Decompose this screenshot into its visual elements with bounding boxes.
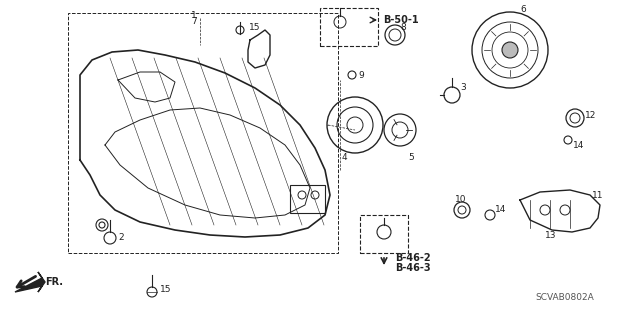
Text: 14: 14 [573,140,584,150]
Text: SCVAB0802A: SCVAB0802A [535,293,594,302]
Circle shape [502,42,518,58]
Text: 10: 10 [455,196,467,204]
Text: 4: 4 [342,153,348,162]
Text: 15: 15 [249,24,260,33]
Text: B-50-1: B-50-1 [383,15,419,25]
Text: 11: 11 [592,190,604,199]
Text: FR.: FR. [45,277,63,287]
Text: B-46-2: B-46-2 [395,253,431,263]
Text: 3: 3 [460,84,466,93]
Text: 1: 1 [191,11,197,19]
Text: 8: 8 [400,24,406,33]
Bar [320,8,378,46]
Text: 7: 7 [191,18,197,26]
Text: 15: 15 [160,286,172,294]
Text: 14: 14 [495,205,506,214]
Text: 5: 5 [408,153,413,162]
Text: 9: 9 [358,70,364,79]
Text: 2: 2 [118,234,124,242]
Text: 13: 13 [545,231,557,240]
Text: B-46-3: B-46-3 [395,263,431,273]
Bar [360,215,408,253]
Bar [290,185,325,213]
Text: 12: 12 [585,110,596,120]
Bar [68,13,338,253]
Polygon shape [15,272,45,292]
Text: 6: 6 [520,5,525,14]
